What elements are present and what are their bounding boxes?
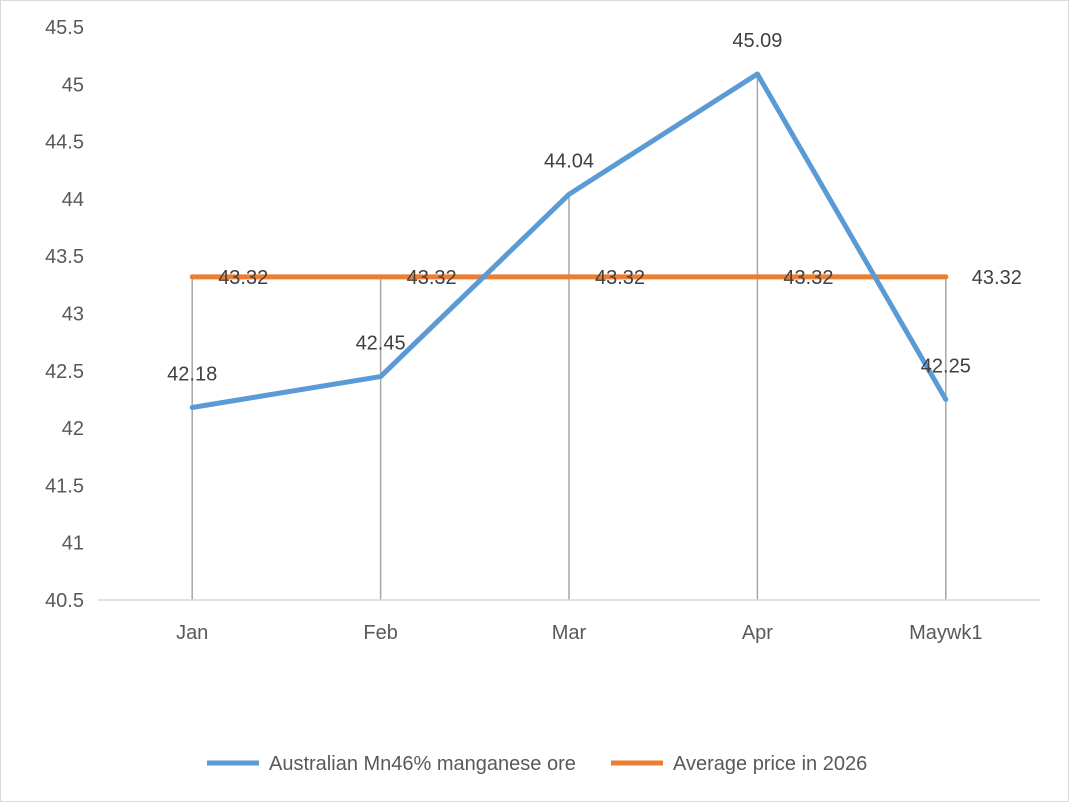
x-tick-label: Jan	[176, 622, 208, 644]
y-tick-label: 41.5	[45, 475, 84, 497]
data-label: 43.32	[407, 267, 457, 289]
legend: Australian Mn46% manganese ore Average pr…	[207, 753, 867, 775]
series-line	[189, 71, 949, 410]
data-label: 44.04	[544, 150, 594, 172]
data-label: 42.45	[356, 333, 406, 355]
data-label: 45.09	[732, 30, 782, 52]
data-label: 42.18	[167, 363, 217, 385]
legend-label: Average price in 2026	[673, 753, 867, 775]
y-tick-label: 40.5	[45, 590, 84, 612]
y-tick-label: 42	[62, 418, 84, 440]
x-tick-label: Maywk1	[909, 622, 982, 644]
y-axis-ticks: 40.5 41 41.5 42 42.5 43 43.5 44 44.5 45 45.5	[45, 17, 84, 612]
data-label: 43.32	[595, 267, 645, 289]
series-lines	[189, 71, 949, 410]
data-labels: 42.18 42.45 44.04 45.09 42.25 43.32 43.32 43.32…	[167, 30, 1022, 385]
y-tick-label: 42.5	[45, 361, 84, 383]
x-tick-label: Mar	[552, 622, 587, 644]
y-tick-label: 41	[62, 533, 84, 555]
x-tick-label: Feb	[363, 622, 397, 644]
data-label: 42.25	[921, 355, 971, 377]
data-label: 43.32	[972, 267, 1022, 289]
drop-lines	[191, 73, 947, 600]
y-tick-label: 44.5	[45, 132, 84, 154]
data-label: 43.32	[783, 267, 833, 289]
y-tick-label: 45.5	[45, 17, 84, 39]
y-tick-label: 43	[62, 304, 84, 326]
x-axis-ticks: Jan Feb Mar Apr Maywk1	[176, 622, 982, 644]
y-tick-label: 44	[62, 189, 84, 211]
legend-label: Australian Mn46% manganese ore	[269, 753, 576, 775]
data-label: 43.32	[218, 267, 268, 289]
y-tick-label: 45	[62, 74, 84, 96]
x-tick-label: Apr	[742, 622, 773, 644]
y-tick-label: 43.5	[45, 246, 84, 268]
